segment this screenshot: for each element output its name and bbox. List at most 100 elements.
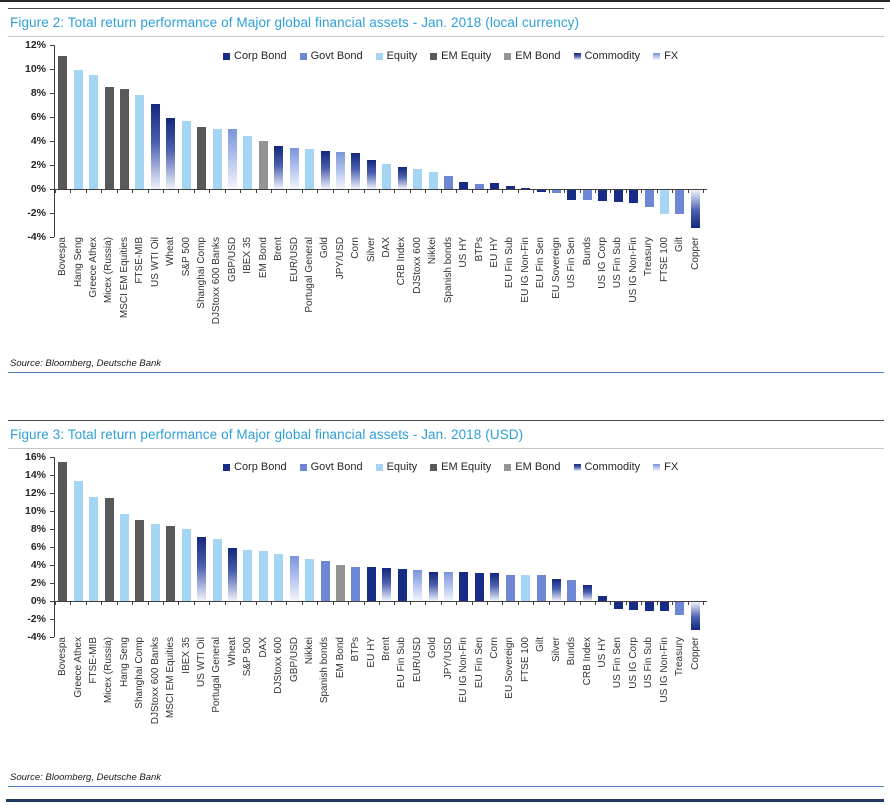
- x-label-slot: Treasury: [641, 237, 656, 276]
- x-label: Copper: [689, 237, 701, 270]
- bar: [459, 572, 469, 601]
- plot-area: Corp Bond Govt Bond Equity EM Equity EM Bond…: [54, 45, 707, 237]
- x-label-slot: Corn: [348, 237, 363, 259]
- bar: [197, 126, 207, 189]
- x-label: Hang Seng: [72, 237, 84, 288]
- x-label-slot: IBEX 35: [240, 237, 255, 274]
- x-label: US HY: [458, 237, 470, 268]
- legend-label: FX: [664, 461, 679, 473]
- legend-label: Corp Bond: [234, 461, 287, 473]
- y-tick-label: 4%: [30, 559, 46, 571]
- legend-item: Commodity: [573, 461, 641, 473]
- bar: [443, 175, 453, 189]
- x-label-slot: Corn: [487, 637, 502, 659]
- x-label-slot: Shanghai Comp: [132, 637, 147, 709]
- x-label: Silver: [550, 637, 562, 663]
- x-tick-mark: [101, 189, 103, 193]
- legend-item: Govt Bond: [299, 461, 363, 473]
- y-tick-mark: [50, 93, 54, 94]
- bar: [274, 145, 284, 189]
- x-tick-mark: [533, 189, 535, 193]
- x-tick-mark: [425, 189, 427, 193]
- x-label: US IG Corp: [596, 237, 608, 289]
- x-label-slot: IBEX 35: [178, 637, 193, 674]
- y-axis: 16% 14% 12% 10% 8% 6% 4% 2% 0% -2% -4%: [8, 451, 54, 643]
- legend-swatch: [573, 463, 581, 471]
- x-label: Wheat: [165, 237, 177, 266]
- bar: [73, 70, 83, 189]
- x-label: Nikkei: [303, 637, 315, 665]
- x-tick-mark: [703, 189, 705, 193]
- y-tick-mark: [50, 583, 54, 584]
- x-label-slot: DAX: [255, 637, 270, 658]
- x-label-slot: EU IG Non-Fin: [518, 237, 533, 303]
- x-label: Portugal General: [211, 637, 223, 713]
- x-tick-mark: [625, 189, 627, 193]
- x-label-slot: S&P 500: [240, 637, 255, 676]
- x-label-slot: FTSE 100: [656, 237, 671, 282]
- x-label: CRB Index: [396, 237, 408, 286]
- x-label: US Fin Sub: [612, 237, 624, 289]
- x-label: US Fin Sen: [612, 637, 624, 689]
- x-tick-mark: [625, 601, 627, 605]
- x-tick-mark: [163, 189, 164, 193]
- bar: [289, 148, 299, 189]
- x-label: Bovespa: [57, 237, 69, 276]
- x-label: DJStoxx 600 Banks: [211, 237, 223, 325]
- legend-label: EM Bond: [515, 461, 561, 473]
- legend-label: Equity: [386, 461, 418, 473]
- figure-title: Figure 3: Total return performance of Ma…: [10, 427, 524, 442]
- y-tick-label: -2%: [27, 207, 46, 219]
- x-label-slot: Hang Seng: [117, 637, 132, 687]
- x-axis-labels: Bovespa Hang Seng Greece Athex Micex (Russi…: [55, 237, 884, 349]
- x-tick-mark: [641, 189, 643, 193]
- y-tick-mark: [50, 69, 54, 70]
- x-label-slot: MSCI EM Equities: [117, 237, 132, 318]
- x-tick-mark: [379, 601, 381, 605]
- bar: [320, 560, 330, 601]
- x-label-slot: CRB Index: [579, 637, 594, 685]
- legend-label: Govt Bond: [310, 461, 363, 473]
- figure-3: Figure 3: Total return performance of Ma…: [8, 420, 884, 787]
- x-label-slot: EU Fin Sen: [533, 237, 548, 288]
- y-tick-label: -2%: [27, 613, 46, 625]
- x-label-slot: US IG Non-Fin: [656, 637, 671, 703]
- x-label: Shanghai Comp: [196, 237, 207, 309]
- x-tick-mark: [440, 601, 442, 605]
- x-label: Nikkei: [427, 237, 439, 265]
- y-tick-mark: [50, 237, 54, 238]
- x-tick-mark: [502, 189, 504, 193]
- x-label: Portugal General: [303, 237, 315, 313]
- x-label-slot: Bovespa: [55, 637, 70, 676]
- figure-top-rule: [8, 8, 884, 9]
- x-tick-mark: [85, 601, 87, 605]
- y-tick-label: 8%: [30, 87, 46, 99]
- x-label-slot: EU HY: [487, 237, 502, 268]
- x-tick-mark: [286, 601, 288, 605]
- x-label-slot: Brent: [271, 237, 286, 261]
- bar: [521, 187, 531, 189]
- x-tick-mark: [564, 189, 566, 193]
- source-note: Source: Bloomberg, Deutsche Bank: [10, 358, 162, 369]
- bar: [274, 554, 284, 601]
- x-tick-mark: [224, 601, 226, 605]
- x-tick-mark: [332, 601, 334, 605]
- x-label-slot: GBP/USD: [286, 637, 301, 682]
- x-tick-mark: [517, 601, 519, 605]
- bar: [243, 136, 253, 189]
- x-tick-mark: [147, 601, 149, 605]
- legend-label: Commodity: [584, 461, 641, 473]
- legend-item: EM Bond: [504, 50, 561, 62]
- y-axis: 12% 10% 8% 6% 4% 2% 0% -2% -4%: [8, 39, 54, 243]
- legend-item: Equity: [375, 50, 417, 62]
- x-tick-mark: [517, 189, 519, 193]
- bar: [644, 190, 654, 207]
- x-label: Silver: [365, 237, 377, 263]
- x-label-slot: DAX: [379, 237, 394, 258]
- y-tick-label: 6%: [30, 111, 46, 123]
- x-label-slot: US IG Corp: [595, 237, 610, 289]
- bar: [243, 549, 253, 601]
- legend-item: FX: [653, 461, 678, 473]
- x-tick-mark: [224, 189, 226, 193]
- x-label-slot: Copper: [687, 637, 702, 670]
